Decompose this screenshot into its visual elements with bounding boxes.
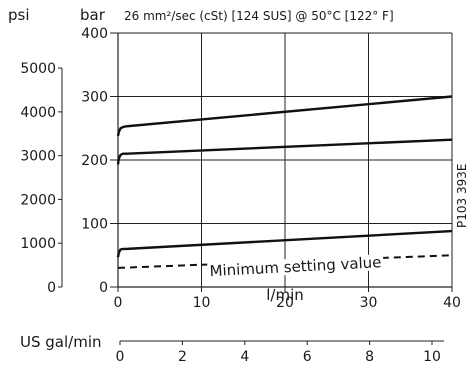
psi-tick-label: 3000 — [20, 149, 56, 165]
gpm-axis-label: US gal/min — [20, 333, 102, 351]
grid-lines — [118, 32, 453, 287]
bar-axis-label: bar — [80, 6, 106, 24]
x-tick-label: 30 — [360, 295, 378, 311]
minimum-setting-line — [117, 254, 453, 269]
psi-tick-label: 2000 — [20, 192, 56, 208]
series-lines — [116, 95, 453, 269]
y-tick-label: 400 — [81, 26, 108, 42]
gpm-tick-label: 6 — [303, 349, 312, 365]
y-tick-label: 300 — [81, 90, 108, 106]
gpm-tick-label: 0 — [116, 349, 125, 365]
gpm-tick-label: 8 — [365, 349, 374, 365]
y-tick-label: 0 — [99, 280, 108, 296]
annotation-label: Minimum setting value — [209, 253, 382, 280]
gpm-tick-label: 2 — [178, 349, 187, 365]
x-axis-label: l/min — [266, 286, 304, 304]
pressure-curve-2 — [116, 138, 453, 165]
gpm-tick-label: 4 — [240, 349, 249, 365]
x-tick-label: 20 — [276, 295, 294, 311]
x-tick-label: 40 — [443, 295, 461, 311]
psi-tick-label: 0 — [47, 280, 56, 296]
y-tick-label: 200 — [81, 153, 108, 169]
gpm-tick-label: 10 — [423, 349, 441, 365]
psi-tick-label: 5000 — [20, 61, 56, 77]
y-tick-label: 100 — [81, 217, 108, 233]
psi-tick-label: 1000 — [20, 236, 56, 252]
x-tick-label: 10 — [193, 295, 211, 311]
pressure-curve-1 — [116, 95, 453, 137]
annotation-background — [207, 254, 384, 280]
pressure-curve-3 — [116, 229, 453, 258]
x-tick-label: 0 — [114, 295, 123, 311]
psi-axis-label: psi — [8, 6, 30, 24]
chart-title: 26 mm²/sec (cSt) [124 SUS] @ 50°C [122° … — [124, 9, 394, 23]
psi-tick-label: 4000 — [20, 105, 56, 121]
figure-code: P103 393E — [455, 164, 469, 228]
